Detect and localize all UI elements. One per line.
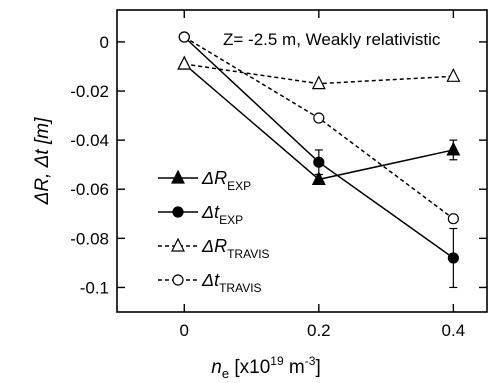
data-point — [313, 156, 325, 168]
x-axis-title-unit: m — [284, 357, 305, 378]
y-axis-title: ΔR, Δt [m] — [32, 117, 53, 205]
data-point — [178, 31, 190, 43]
plot-area — [116, 9, 488, 313]
legend-series-sub: EXP — [219, 213, 243, 227]
x-tick-label: 0.4 — [442, 321, 466, 340]
y-tick-label: 0 — [100, 33, 109, 52]
legend-series-sub: TRAVIS — [227, 247, 269, 261]
x-axis-title-main: n — [211, 357, 222, 378]
data-point — [447, 252, 459, 264]
axis-tick-labels: 0 0.2 0.4 0 -0.02 -0.04 -0.06 -0.08 -0.1 — [70, 33, 465, 340]
data-point — [446, 67, 461, 82]
x-axis-title-sub: e — [222, 366, 229, 381]
legend-marker — [172, 206, 184, 218]
x-axis-title-sup: 19 — [270, 354, 284, 368]
legend-label: ΔRTRAVIS — [201, 236, 270, 261]
legend-marker — [171, 169, 185, 184]
legend-label: ΔtEXP — [201, 202, 243, 227]
legend-series-name: ΔR — [201, 236, 227, 256]
legend-marker — [172, 274, 184, 286]
legend-series-name: Δt — [201, 270, 220, 290]
legend-series-sub: TRAVIS — [219, 281, 261, 295]
y-tick-label: -0.02 — [70, 82, 109, 101]
legend-series-sub: EXP — [227, 179, 251, 193]
x-tick-label: 0.2 — [307, 321, 331, 340]
axis-ticks — [117, 10, 487, 312]
data-point — [446, 141, 461, 156]
legend-label: ΔREXP — [201, 168, 251, 193]
x-axis-title-close: ] — [315, 357, 320, 378]
y-tick-label: -0.1 — [80, 278, 109, 297]
data-point — [313, 112, 325, 124]
legend-series-name: ΔR — [201, 168, 227, 188]
data-point — [311, 75, 326, 90]
x-tick-label: 0 — [180, 321, 189, 340]
legend-label: ΔtTRAVIS — [201, 270, 262, 295]
x-axis-title: ne [x1019 m-3] — [211, 354, 320, 381]
data-point — [311, 171, 326, 186]
y-tick-label: -0.04 — [70, 131, 109, 150]
y-tick-label: -0.06 — [70, 180, 109, 199]
x-axis-title-unit-sup: -3 — [305, 354, 316, 368]
legend-marker — [171, 237, 185, 252]
chart-annotation: Z= -2.5 m, Weakly relativistic — [223, 30, 441, 49]
legend-series-name: Δt — [201, 202, 220, 222]
y-tick-label: -0.08 — [70, 229, 109, 248]
data-point — [177, 55, 192, 70]
data-point — [447, 213, 459, 225]
x-axis-title-rest: [x10 — [229, 357, 270, 378]
data-markers — [177, 31, 461, 264]
